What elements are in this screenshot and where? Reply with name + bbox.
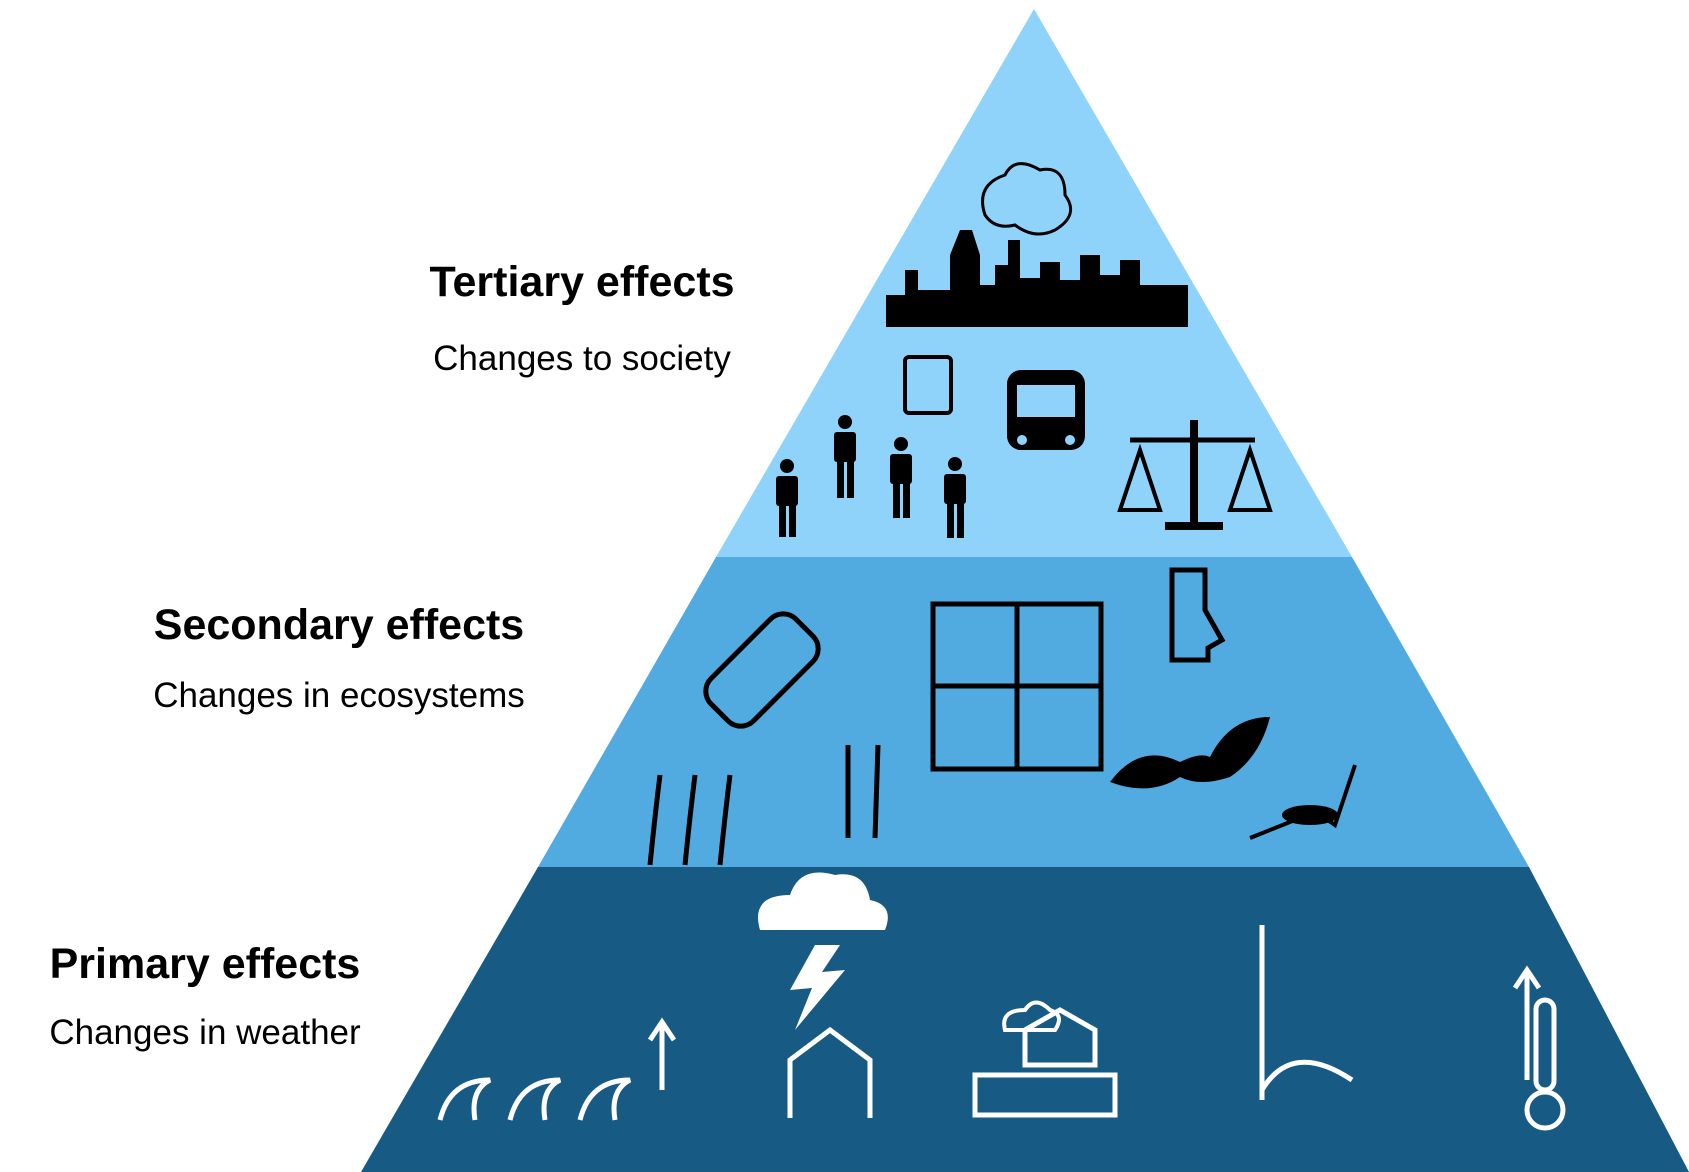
tier-subtitle: Changes in ecosystems bbox=[153, 676, 525, 715]
tier-title: Secondary effects bbox=[154, 601, 524, 649]
tier-subtitle: Changes in weather bbox=[49, 1013, 361, 1052]
tier-subtitle: Changes to society bbox=[433, 339, 731, 378]
tier-bottom bbox=[361, 867, 1689, 1172]
pyramid-diagram: Tertiary effects Changes to society Seco… bbox=[0, 0, 1689, 1172]
tier-title: Primary effects bbox=[50, 940, 361, 988]
tier-title: Tertiary effects bbox=[429, 258, 734, 306]
